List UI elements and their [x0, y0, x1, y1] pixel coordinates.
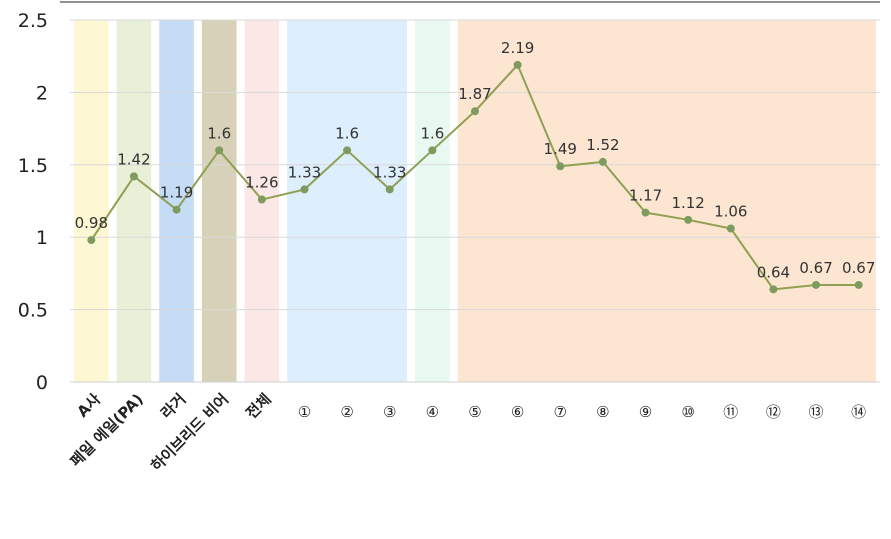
data-label: 1.33 — [288, 163, 321, 181]
data-label: 0.64 — [757, 263, 790, 281]
data-point — [385, 185, 394, 194]
x-category-label: ① — [298, 403, 311, 421]
x-category-label: 전체 — [242, 390, 274, 422]
data-label: 0.67 — [842, 259, 875, 277]
data-label: 0.98 — [75, 214, 108, 232]
data-label: 1.12 — [671, 194, 704, 212]
data-point — [684, 215, 693, 224]
x-category-label: ⑬ — [809, 403, 824, 421]
x-category-label: ⑥ — [511, 403, 524, 421]
data-label: 2.19 — [501, 39, 534, 57]
data-point — [641, 208, 650, 217]
data-label: 1.6 — [420, 124, 444, 142]
x-category-label: ⑩ — [681, 403, 694, 421]
category-band-1 — [116, 20, 152, 382]
x-category-label: ⑦ — [554, 403, 567, 421]
data-points — [87, 60, 863, 294]
x-category-label: ⑧ — [596, 403, 609, 421]
category-band-3 — [201, 20, 237, 382]
x-category-label: 하이브리드 비어 — [147, 390, 232, 475]
data-label: 1.06 — [714, 203, 747, 221]
data-point — [300, 185, 309, 194]
data-point — [769, 285, 778, 294]
x-category-label: A사 — [73, 390, 104, 421]
category-band-0 — [74, 20, 109, 382]
data-point — [513, 60, 522, 69]
x-category-label: ⑤ — [468, 403, 481, 421]
data-label: 1.87 — [458, 85, 491, 103]
data-point — [428, 146, 437, 155]
x-category-label: ⑫ — [766, 403, 781, 421]
y-tick-label: 2.5 — [18, 10, 48, 32]
data-point — [215, 146, 224, 155]
x-category-label: ⑨ — [639, 403, 652, 421]
x-category-label: ⑪ — [723, 403, 738, 421]
data-label: 1.26 — [245, 174, 278, 192]
data-label: 1.42 — [117, 150, 150, 168]
data-point — [87, 236, 96, 245]
data-point — [812, 280, 821, 289]
data-label: 0.67 — [799, 259, 832, 277]
x-category-label: ② — [340, 403, 353, 421]
gridlines — [70, 19, 880, 383]
data-label: 1.6 — [335, 124, 359, 142]
data-label: 1.19 — [160, 184, 193, 202]
x-category-label: ③ — [383, 403, 396, 421]
category-band-6 — [415, 20, 450, 382]
data-point — [556, 162, 565, 171]
data-point — [172, 205, 181, 214]
y-tick-label: 0.5 — [18, 300, 48, 322]
data-point — [726, 224, 735, 233]
y-axis-ticks: 0 0.5 1 1.5 2 2.5 — [18, 10, 48, 394]
data-label: 1.52 — [586, 136, 619, 154]
data-label: 1.6 — [207, 124, 231, 142]
data-label: 1.49 — [544, 140, 577, 158]
y-tick-label: 1.5 — [18, 155, 48, 177]
data-label: 1.17 — [629, 187, 662, 205]
y-tick-label: 1 — [36, 227, 48, 249]
data-point — [257, 195, 266, 204]
data-point — [471, 107, 479, 116]
category-bands — [74, 20, 876, 382]
data-point — [598, 157, 607, 166]
x-category-label: ⑭ — [851, 403, 866, 421]
x-category-label: 라거 — [157, 390, 189, 422]
data-point — [854, 280, 863, 289]
category-band-5 — [287, 20, 408, 382]
y-tick-label: 0 — [36, 372, 48, 394]
x-category-label: ④ — [426, 403, 439, 421]
category-band-7 — [457, 20, 876, 382]
data-point — [343, 146, 352, 155]
y-tick-label: 2 — [36, 82, 48, 104]
data-labels: 0.98 1.42 1.19 1.6 1.26 1.33 1.6 1.33 1.6 1.87 2.1… — [75, 39, 876, 281]
data-point — [129, 172, 138, 181]
data-label: 1.33 — [373, 163, 406, 181]
